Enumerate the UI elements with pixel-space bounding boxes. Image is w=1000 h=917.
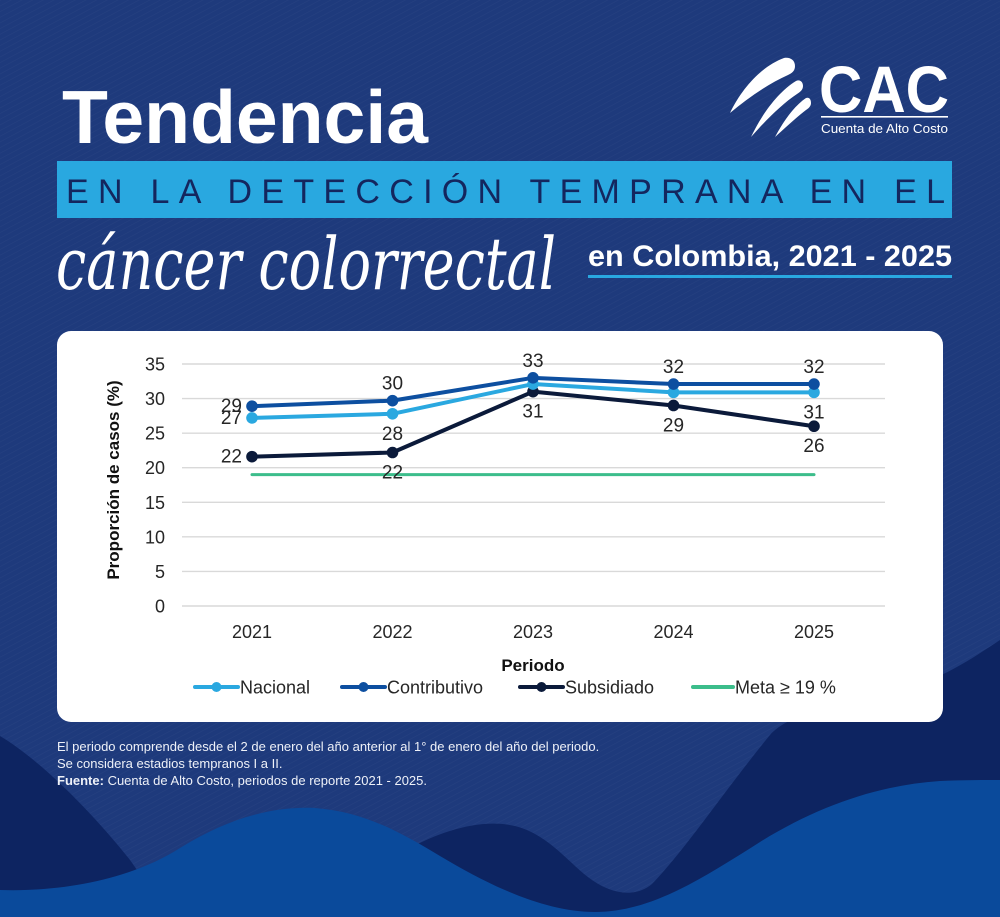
note-period: El periodo comprende desde el 2 de enero… xyxy=(57,739,600,754)
data-label-subsidiado: 31 xyxy=(522,402,543,423)
page-title: Tendencia xyxy=(62,75,429,159)
chart-card: 0 5 10 15 20 25 30 35 2021 2022 2023 2024 2025 22 22… xyxy=(57,331,943,722)
series xyxy=(246,372,820,477)
logo-divider xyxy=(821,116,948,118)
y-tick-label: 30 xyxy=(145,389,165,409)
gridlines xyxy=(182,363,885,607)
wave-bright xyxy=(0,780,1000,917)
data-label-subsidiado: 26 xyxy=(803,436,824,457)
data-label-subsidiado: 22 xyxy=(221,447,242,468)
data-point-subsidiado xyxy=(667,399,680,412)
y-tick-label: 20 xyxy=(145,458,165,478)
footnotes: El periodo comprende desde el 2 de enero… xyxy=(57,738,957,789)
data-point-contributivo xyxy=(667,378,680,390)
legend-marker-icon xyxy=(358,682,369,692)
subtitle-band xyxy=(57,161,952,218)
data-label-contributivo: 30 xyxy=(382,374,403,395)
data-point-contributivo xyxy=(527,372,539,384)
y-tick-label: 10 xyxy=(145,527,165,547)
legend-label: Contributivo xyxy=(387,678,483,698)
y-tick-label: 0 xyxy=(155,597,165,617)
data-point-nacional xyxy=(386,407,399,420)
x-tick-label: 2025 xyxy=(794,622,834,642)
script-title: cáncer colorrectal xyxy=(56,222,556,306)
legend-label: Subsidiado xyxy=(565,678,654,698)
legend-item-subsidiado: Subsidiado xyxy=(518,678,654,698)
x-tick-label: 2023 xyxy=(513,622,553,642)
legend-marker-icon xyxy=(211,682,222,692)
source-label: Fuente: xyxy=(57,773,104,788)
x-tick-label: 2024 xyxy=(653,622,693,642)
data-label-nacional: 27 xyxy=(221,408,242,429)
location-years: en Colombia, 2021 - 2025 xyxy=(588,240,952,273)
data-point-subsidiado xyxy=(246,450,258,463)
data-point-subsidiado xyxy=(386,446,399,459)
y-axis-title: Proporción de casos (%) xyxy=(104,380,123,579)
data-label-nacional: 31 xyxy=(803,402,824,423)
legend-item-nacional: Nacional xyxy=(193,678,310,698)
y-tick-label: 25 xyxy=(145,424,165,444)
data-label-nacional: 28 xyxy=(382,424,403,445)
y-tick-label: 5 xyxy=(155,562,165,582)
y-tick-label: 15 xyxy=(145,493,165,513)
data-label-contributivo: 32 xyxy=(803,357,824,378)
wave-dark-left xyxy=(0,736,170,917)
logo-name: Cuenta de Alto Costo xyxy=(821,122,948,136)
series-contributivo xyxy=(246,372,820,412)
y-axis-ticks: 0 5 10 15 20 25 30 35 xyxy=(145,355,165,617)
note-source: Fuente: Cuenta de Alto Costo, periodos d… xyxy=(57,772,957,789)
data-point-nacional xyxy=(667,386,680,399)
data-point-subsidiado xyxy=(808,420,820,433)
data-label-contributivo: 32 xyxy=(663,357,684,378)
legend-item-meta-19: Meta ≥ 19 % xyxy=(691,678,836,698)
source-text: Cuenta de Alto Costo, periodos de report… xyxy=(103,773,428,788)
location-underline xyxy=(588,275,952,278)
x-tick-label: 2022 xyxy=(372,622,412,642)
data-point-nacional xyxy=(808,386,820,399)
cac-swoosh-icon xyxy=(730,57,811,137)
legend-label: Meta ≥ 19 % xyxy=(735,678,836,698)
data-label-contributivo: 33 xyxy=(522,351,543,372)
data-point-contributivo xyxy=(386,394,399,407)
data-point-contributivo xyxy=(808,378,820,390)
data-label-subsidiado: 29 xyxy=(663,415,684,436)
legend: Nacional Contributivo Subsidiado Meta ≥ 19 … xyxy=(193,678,836,698)
data-point-nacional xyxy=(246,412,258,424)
x-axis-ticks: 2021 2022 2023 2024 2025 xyxy=(232,622,834,642)
data-point-contributivo xyxy=(246,400,258,412)
x-tick-label: 2021 xyxy=(232,622,272,642)
data-label-subsidiado: 22 xyxy=(382,463,403,484)
data-label-contributivo: 29 xyxy=(221,396,242,417)
legend-item-contributivo: Contributivo xyxy=(340,678,483,698)
y-tick-label: 35 xyxy=(145,355,165,375)
x-axis-title: Periodo xyxy=(501,656,564,675)
note-stages: Se considera estadios tempranos I a II. xyxy=(57,756,283,771)
logo-acronym: CAC xyxy=(819,52,949,126)
data-labels: 22 22 31 29 26 27 28 31 29 30 33 32 32 xyxy=(221,351,825,484)
legend-marker-icon xyxy=(536,682,547,692)
logo: CAC Cuenta de Alto Costo xyxy=(730,52,949,137)
legend-label: Nacional xyxy=(240,678,310,698)
series-subsidiado xyxy=(246,385,820,463)
